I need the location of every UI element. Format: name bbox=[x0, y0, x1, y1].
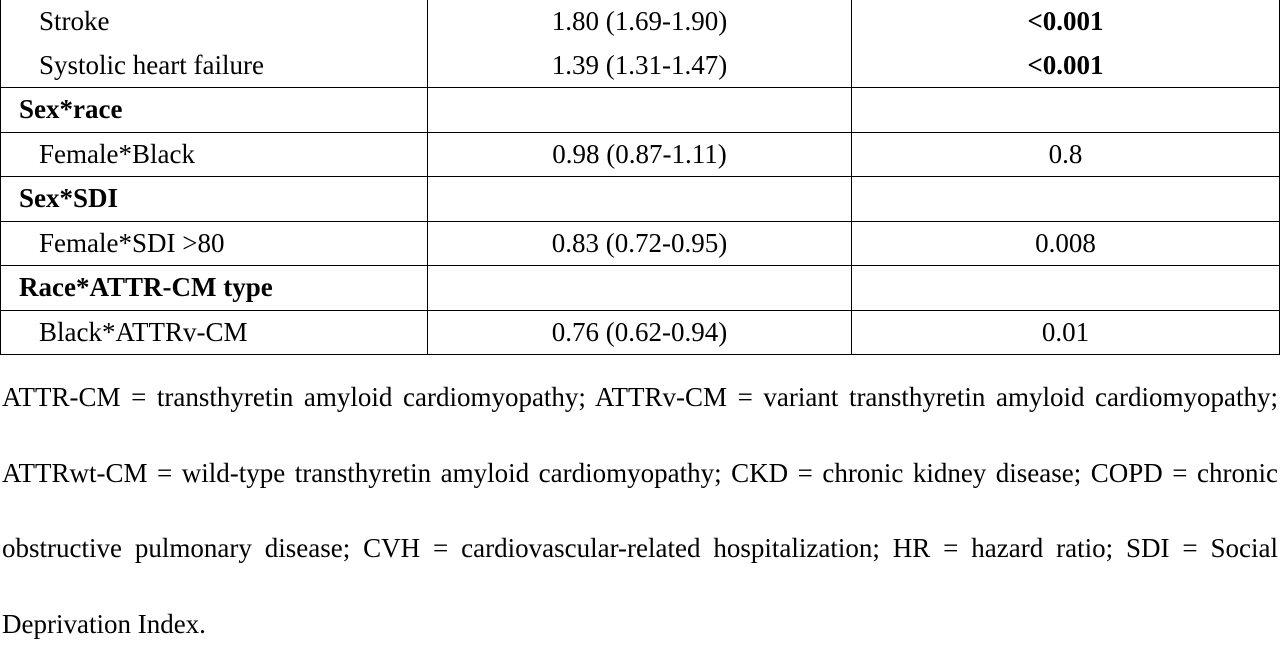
hazard-ratio-cell: 0.98 (0.87-1.11) bbox=[427, 131, 852, 177]
table-row: Female*Black 0.98 (0.87-1.11) 0.8 bbox=[0, 131, 1280, 177]
abbreviations-footnote: ATTR-CM = transthyretin amyloid cardiomy… bbox=[2, 382, 1278, 639]
hazard-ratio-cell: 0.76 (0.62-0.94) bbox=[427, 309, 852, 355]
p-value-cell: 0.8 bbox=[851, 131, 1280, 177]
section-row: Sex*race bbox=[0, 87, 1280, 132]
section-row: Sex*SDI bbox=[0, 176, 1280, 221]
empty-cell bbox=[851, 87, 1280, 132]
section-label: Sex*SDI bbox=[0, 176, 428, 221]
table-row: Female*SDI >80 0.83 (0.72-0.95) 0.008 bbox=[0, 220, 1280, 266]
section-label: Race*ATTR-CM type bbox=[0, 265, 428, 310]
hazard-ratio-cell: 1.39 (1.31-1.47) bbox=[427, 43, 852, 88]
p-value-cell: 0.01 bbox=[851, 309, 1280, 355]
p-value-cell: <0.001 bbox=[851, 43, 1280, 88]
p-value-cell: 0.008 bbox=[851, 220, 1280, 266]
row-label: Systolic heart failure bbox=[0, 43, 428, 88]
hazard-ratio-cell: 0.83 (0.72-0.95) bbox=[427, 220, 852, 266]
row-label: Black*ATTRv-CM bbox=[0, 309, 428, 355]
empty-cell bbox=[427, 87, 852, 132]
results-table: Stroke 1.80 (1.69-1.90) <0.001 Systolic … bbox=[0, 0, 1280, 355]
row-label: Female*SDI >80 bbox=[0, 220, 428, 266]
empty-cell bbox=[851, 265, 1280, 310]
empty-cell bbox=[427, 176, 852, 221]
table-row: Black*ATTRv-CM 0.76 (0.62-0.94) 0.01 bbox=[0, 309, 1280, 355]
section-row: Race*ATTR-CM type bbox=[0, 265, 1280, 310]
row-label: Female*Black bbox=[0, 131, 428, 177]
table-row: Systolic heart failure 1.39 (1.31-1.47) … bbox=[0, 43, 1280, 88]
empty-cell bbox=[851, 176, 1280, 221]
empty-cell bbox=[427, 265, 852, 310]
table-row: Stroke 1.80 (1.69-1.90) <0.001 bbox=[0, 0, 1280, 44]
hazard-ratio-cell: 1.80 (1.69-1.90) bbox=[427, 0, 852, 44]
row-label: Stroke bbox=[0, 0, 428, 44]
section-label: Sex*race bbox=[0, 87, 428, 132]
p-value-cell: <0.001 bbox=[851, 0, 1280, 44]
